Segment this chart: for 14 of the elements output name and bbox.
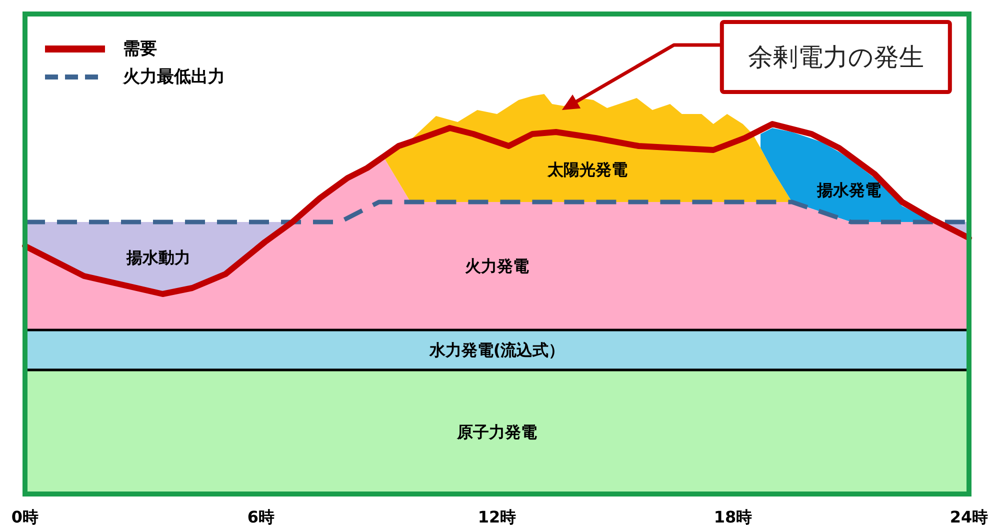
series-label: 揚水発電 [816,180,882,200]
series-label: 揚水動力 [126,248,191,268]
x-tick-label: 18時 [714,508,752,525]
x-tick-label: 12時 [478,508,516,525]
legend-label: 需要 [123,39,157,59]
series-label: 太陽光発電 [546,160,628,179]
series-label: 原子力発電 [456,422,537,442]
legend-label: 火力最低出力 [123,67,225,87]
x-tick-label: 0時 [11,508,39,525]
x-tick-label: 24時 [950,508,988,525]
annotation: 余剰電力の発生 [748,42,924,72]
x-tick-label: 6時 [247,508,275,525]
series-label: 水力発電(流込式） [428,340,565,360]
series-label: 火力発電 [465,256,529,276]
